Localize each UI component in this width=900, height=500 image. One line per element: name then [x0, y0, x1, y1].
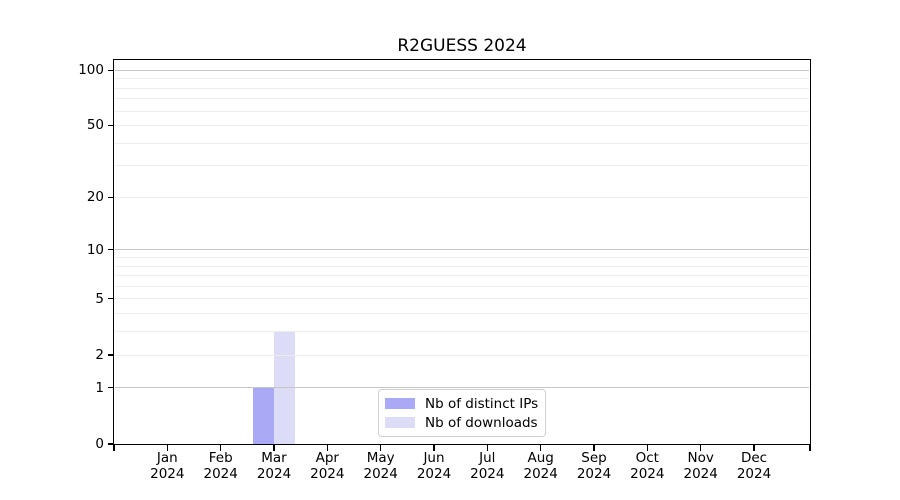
x-tick-label: Sep 2024	[559, 450, 629, 482]
legend-swatch-downloads	[385, 417, 415, 428]
gridline-minor	[115, 331, 809, 333]
x-tick-year: 2024	[310, 465, 345, 482]
gridline-minor	[115, 275, 809, 277]
x-tick-year: 2024	[736, 465, 772, 482]
x-tick-mark	[593, 445, 595, 451]
y-tick-mark	[107, 443, 114, 445]
gridline-minor	[115, 165, 809, 167]
x-tick-year: 2024	[256, 465, 292, 482]
y-tick-mark	[107, 298, 114, 300]
gridline-minor	[115, 196, 809, 198]
y-tick-mark	[107, 387, 114, 389]
gridline-minor	[115, 354, 809, 356]
chart-title: R2GUESS 2024	[397, 36, 527, 56]
x-tick-mark-edge	[113, 445, 115, 451]
x-tick-mark	[486, 445, 488, 451]
x-tick-year: 2024	[203, 465, 238, 482]
y-tick-mark	[107, 124, 114, 127]
gridline-minor	[115, 142, 809, 144]
bar-nb-of-distinct-ips-mar-2024	[252, 387, 274, 444]
gridline-minor	[115, 265, 809, 267]
x-tick-month: Dec	[740, 450, 768, 466]
x-tick-month: Aug	[527, 450, 554, 466]
x-tick-year: 2024	[150, 465, 185, 482]
y-tick-mark	[107, 354, 114, 356]
x-tick-label: Jun 2024	[399, 450, 469, 482]
x-tick-label: Oct 2024	[612, 450, 682, 482]
x-tick-mark	[646, 445, 648, 451]
y-tick-label: 1	[95, 379, 104, 396]
x-tick-year: 2024	[630, 465, 665, 482]
x-tick-year: 2024	[576, 465, 612, 482]
x-tick-mark	[540, 445, 542, 451]
legend-item-downloads: Nb of downloads	[385, 414, 545, 432]
legend-label-distinct-ips: Nb of distinct IPs	[425, 395, 539, 412]
gridline-minor	[115, 110, 809, 112]
x-tick-label: Feb 2024	[186, 450, 256, 482]
x-tick-label: Mar 2024	[239, 450, 309, 482]
x-tick-month: May	[366, 450, 395, 466]
x-tick-label: Nov 2024	[666, 450, 736, 482]
x-tick-year: 2024	[416, 465, 452, 482]
x-tick-label: Dec 2024	[719, 450, 789, 482]
y-tick-label: 50	[86, 117, 104, 134]
gridline-major	[115, 249, 809, 251]
gridline-minor	[115, 298, 809, 300]
x-tick-month: Jul	[479, 450, 496, 466]
x-tick-label: Apr 2024	[292, 450, 362, 482]
legend: Nb of distinct IPs Nb of downloads	[378, 389, 546, 437]
x-tick-mark	[273, 445, 275, 451]
x-tick-year: 2024	[523, 465, 558, 482]
gridline-major	[115, 387, 809, 389]
x-tick-month: Jan	[156, 450, 178, 466]
y-tick-label: 2	[95, 346, 104, 363]
legend-label-downloads: Nb of downloads	[425, 414, 538, 431]
x-tick-month: Oct	[635, 450, 659, 466]
x-tick-month: Nov	[687, 450, 714, 466]
legend-swatch-distinct-ips	[385, 398, 415, 409]
gridline-minor	[115, 313, 809, 315]
y-tick-label: 20	[86, 189, 104, 206]
x-tick-mark	[753, 445, 755, 451]
gridline-minor	[115, 257, 809, 258]
y-tick-label: 0	[95, 435, 104, 452]
x-tick-label: Jan 2024	[132, 450, 202, 482]
y-tick-label: 10	[86, 241, 104, 258]
legend-item-distinct-ips: Nb of distinct IPs	[385, 395, 545, 413]
x-tick-label: Aug 2024	[506, 450, 576, 482]
x-tick-mark	[166, 445, 168, 451]
x-tick-label: Jul 2024	[452, 450, 522, 482]
x-tick-year: 2024	[363, 465, 398, 482]
gridline-minor	[115, 125, 809, 127]
x-tick-mark	[433, 445, 435, 451]
x-tick-mark	[700, 445, 702, 451]
x-tick-month: Mar	[261, 450, 287, 466]
x-tick-year: 2024	[470, 465, 505, 482]
gridline-minor	[115, 78, 809, 80]
y-tick-mark	[107, 196, 114, 199]
y-tick-mark	[107, 69, 114, 71]
x-tick-month: Feb	[208, 450, 233, 466]
x-tick-mark	[380, 445, 382, 451]
y-tick-label: 100	[78, 62, 104, 78]
x-tick-year: 2024	[683, 465, 718, 482]
x-tick-month: Jun	[423, 450, 445, 466]
x-tick-label: May 2024	[346, 450, 416, 482]
x-tick-month: Sep	[581, 450, 607, 466]
gridline-major	[115, 69, 809, 71]
x-tick-mark-edge	[809, 445, 811, 451]
gridline-minor	[115, 285, 809, 287]
x-tick-mark	[326, 445, 328, 451]
gridline-minor	[115, 87, 809, 89]
y-tick-label: 5	[95, 290, 104, 307]
x-tick-month: Apr	[315, 450, 339, 466]
y-tick-mark	[107, 249, 114, 251]
gridline-minor	[115, 98, 809, 100]
x-tick-mark	[220, 445, 222, 451]
